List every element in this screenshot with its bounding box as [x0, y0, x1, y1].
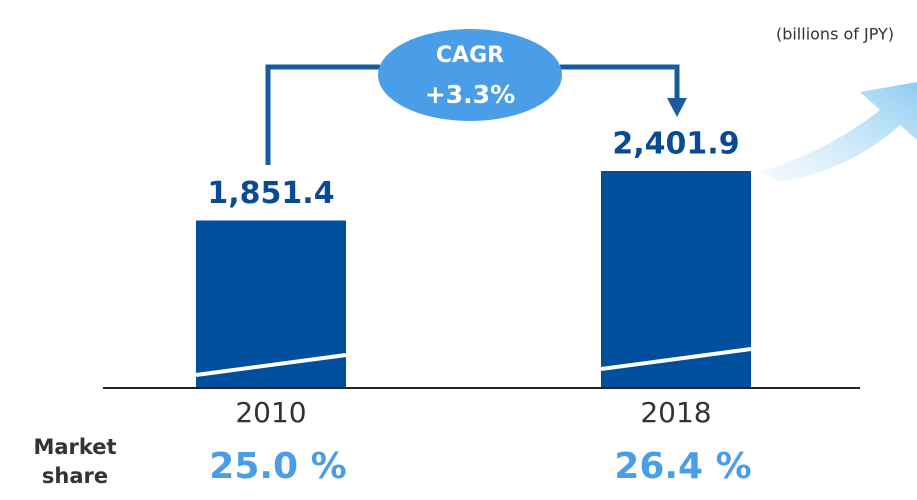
market-share-value: 26.4 % [614, 446, 751, 487]
bar [601, 171, 751, 387]
trend-arrow [760, 82, 917, 182]
arrowhead [667, 98, 687, 117]
market-share-value: 25.0 % [209, 446, 346, 487]
x-tick-label: 2010 [235, 396, 306, 429]
cagr-label: CAGR [436, 43, 504, 68]
value-label: 2,401.9 [612, 127, 739, 162]
connector [265, 64, 380, 165]
bar-divider [600, 347, 752, 371]
cagr-bubble [378, 29, 562, 121]
market-share-label: Market share [33, 435, 117, 488]
x-tick-label: 2018 [640, 396, 711, 429]
connector [560, 64, 680, 100]
bar [196, 220, 346, 387]
cagr-value: +3.3% [425, 80, 515, 109]
value-label: 1,851.4 [207, 176, 334, 211]
bar-divider [195, 353, 347, 377]
unit-note: (billions of JPY) [776, 25, 894, 44]
